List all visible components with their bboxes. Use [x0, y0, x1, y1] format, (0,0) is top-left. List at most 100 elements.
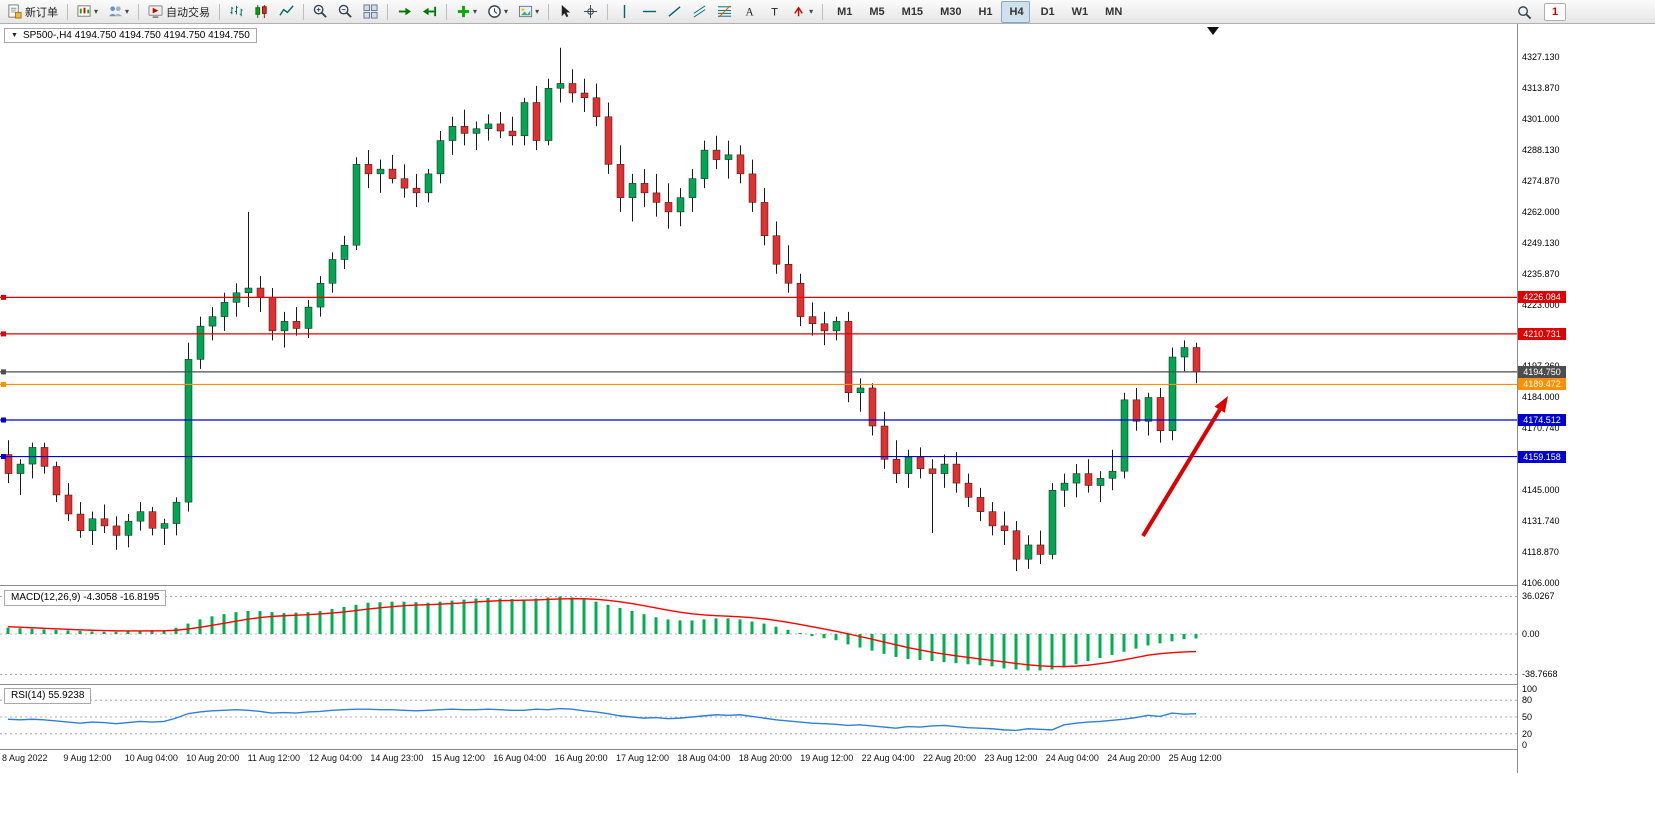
- toolbar-right: 1: [1512, 2, 1566, 22]
- label-button[interactable]: T: [763, 1, 786, 23]
- timeframe-m5[interactable]: M5: [860, 1, 890, 23]
- time-axis-label: 25 Aug 12:00: [1168, 753, 1222, 763]
- bar-chart-button[interactable]: [225, 1, 248, 23]
- toolbar-groups: 新订单 ▾ ▾ 自动交易 ▾ ▾ ▾ A T ▾ M1 M5 M15 M30 H1 H4 D1 W1 MN: [2, 0, 1129, 24]
- price-axis-label: 4106.000: [1522, 577, 1560, 588]
- chevron-down-icon: ▾: [473, 7, 478, 16]
- crosshair-button[interactable]: [579, 1, 602, 23]
- symbol-dropdown-icon[interactable]: ▼: [11, 32, 18, 39]
- macd-axis-label: -38.7668: [1522, 669, 1558, 680]
- chart-legend-text: SP500-,H4 4194.750 4194.750 4194.750 419…: [22, 30, 250, 41]
- price-tag: 4174.512: [1518, 414, 1566, 427]
- timeframe-h1-label: H1: [978, 5, 993, 18]
- line-chart-button[interactable]: [275, 1, 298, 23]
- tile-windows-button[interactable]: [359, 1, 382, 23]
- search-icon: [1517, 5, 1532, 20]
- auto-scroll-button[interactable]: [393, 1, 416, 23]
- chevron-down-icon: ▾: [504, 7, 509, 16]
- timeframe-mn[interactable]: MN: [1096, 1, 1128, 23]
- time-axis-label: 16 Aug 20:00: [554, 753, 608, 763]
- time-axis[interactable]: 8 Aug 2022 9 Aug 12:00 10 Aug 04:00 10 Aug …: [0, 750, 1517, 772]
- autotrading-icon: [148, 4, 163, 19]
- rsi-axis-label: 100: [1522, 684, 1538, 694]
- chart-shift-icon: [422, 4, 437, 19]
- shapes-button[interactable]: ▾: [788, 1, 817, 23]
- autotrading-button-label: 自动交易: [166, 6, 211, 19]
- time-axis-label: 14 Aug 23:00: [370, 753, 424, 763]
- level-line-4194.750[interactable]: [0, 369, 1517, 375]
- rsi-panel[interactable]: [0, 685, 1517, 749]
- timeframe-m1[interactable]: M1: [828, 1, 858, 23]
- time-axis-label: 24 Aug 04:00: [1045, 753, 1099, 763]
- price-tag: 4189.472: [1518, 378, 1566, 391]
- new-order-button[interactable]: 新订单: [3, 1, 62, 23]
- time-axis-label: 10 Aug 04:00: [124, 753, 178, 763]
- toolbar-separator: [303, 3, 305, 20]
- price-axis-label: 4249.130: [1522, 237, 1560, 248]
- timeframe-m15-label: M15: [901, 5, 924, 18]
- rsi-axis-label: 50: [1522, 712, 1533, 722]
- indicators-button[interactable]: ▾: [452, 1, 481, 23]
- svg-text:T: T: [771, 6, 778, 18]
- line-chart-icon: [279, 4, 294, 19]
- time-axis-label: 22 Aug 04:00: [861, 753, 915, 763]
- chart-shift-marker[interactable]: [1207, 27, 1219, 35]
- timeframe-m15[interactable]: M15: [893, 1, 929, 23]
- channel-button[interactable]: [688, 1, 711, 23]
- price-axis-label: 4262.000: [1522, 206, 1560, 217]
- toolbar: 新订单 ▾ ▾ 自动交易 ▾ ▾ ▾ A T ▾ M1 M5 M15 M30 H1 H4 D1 W1 MN 1: [0, 0, 1655, 24]
- trend-arrow-annotation[interactable]: [1141, 396, 1228, 538]
- new-chart-button[interactable]: ▾: [73, 1, 102, 23]
- level-line-4226.084[interactable]: [0, 294, 1517, 300]
- panel-separator[interactable]: [0, 684, 1655, 685]
- timeframe-mn-label: MN: [1105, 5, 1123, 18]
- timeframe-m1-label: M1: [837, 5, 853, 18]
- rsi-axis-label: 0: [1522, 740, 1528, 750]
- fibonacci-button[interactable]: [713, 1, 736, 23]
- time-axis-label: 18 Aug 04:00: [677, 753, 731, 763]
- time-axis-label: 23 Aug 12:00: [984, 753, 1038, 763]
- price-axis-label: 4118.870: [1522, 547, 1559, 558]
- price-tag: 4226.084: [1518, 291, 1566, 304]
- time-axis-separator: [0, 749, 1655, 750]
- zoom-out-icon: [338, 4, 353, 19]
- chart-shift-button[interactable]: [418, 1, 441, 23]
- profiles-button[interactable]: ▾: [104, 1, 133, 23]
- timeframe-h4-label: H4: [1009, 5, 1024, 18]
- zoom-in-button[interactable]: [309, 1, 332, 23]
- search-button[interactable]: [1513, 1, 1536, 23]
- toolbar-separator: [138, 3, 140, 20]
- horizontal-line-button[interactable]: [638, 1, 661, 23]
- vertical-line-icon: [617, 4, 632, 19]
- price-axis[interactable]: 4327.130 4313.870 4301.000 4288.130 4274.870…: [1518, 24, 1655, 819]
- level-line-4174.512[interactable]: [0, 417, 1517, 423]
- macd-header: MACD(12,26,9) -4.3058 -16.8195: [4, 590, 167, 606]
- timeframe-d1[interactable]: D1: [1032, 1, 1061, 23]
- macd-signal-line: [7, 597, 1197, 668]
- candlestick-chart-button[interactable]: [250, 1, 273, 23]
- price-chart[interactable]: [0, 24, 1517, 585]
- price-tag: 4159.158: [1518, 450, 1566, 463]
- level-line-4189.472[interactable]: [0, 381, 1517, 387]
- panel-separator[interactable]: [0, 585, 1655, 586]
- trendline-button[interactable]: [663, 1, 686, 23]
- vertical-line-button[interactable]: [613, 1, 636, 23]
- autotrading-button[interactable]: 自动交易: [144, 1, 214, 23]
- timeframe-m30[interactable]: M30: [931, 1, 967, 23]
- macd-panel[interactable]: [0, 586, 1517, 683]
- text-button[interactable]: A: [738, 1, 761, 23]
- cursor-icon: [558, 4, 573, 19]
- level-line-4159.158[interactable]: [0, 454, 1517, 460]
- rsi-axis-label: 80: [1522, 695, 1533, 706]
- level-line-4210.731[interactable]: [0, 331, 1517, 337]
- templates-button[interactable]: ▾: [514, 1, 543, 23]
- macd-histogram: [6, 596, 1198, 671]
- notification-badge[interactable]: 1: [1544, 3, 1566, 21]
- cursor-button[interactable]: [554, 1, 577, 23]
- timeframe-h1[interactable]: H1: [969, 1, 998, 23]
- periods-button[interactable]: ▾: [483, 1, 512, 23]
- timeframe-h4[interactable]: H4: [1000, 0, 1030, 23]
- price-axis-label: 4288.130: [1522, 144, 1560, 155]
- timeframe-w1[interactable]: W1: [1063, 1, 1095, 23]
- zoom-out-button[interactable]: [334, 1, 357, 23]
